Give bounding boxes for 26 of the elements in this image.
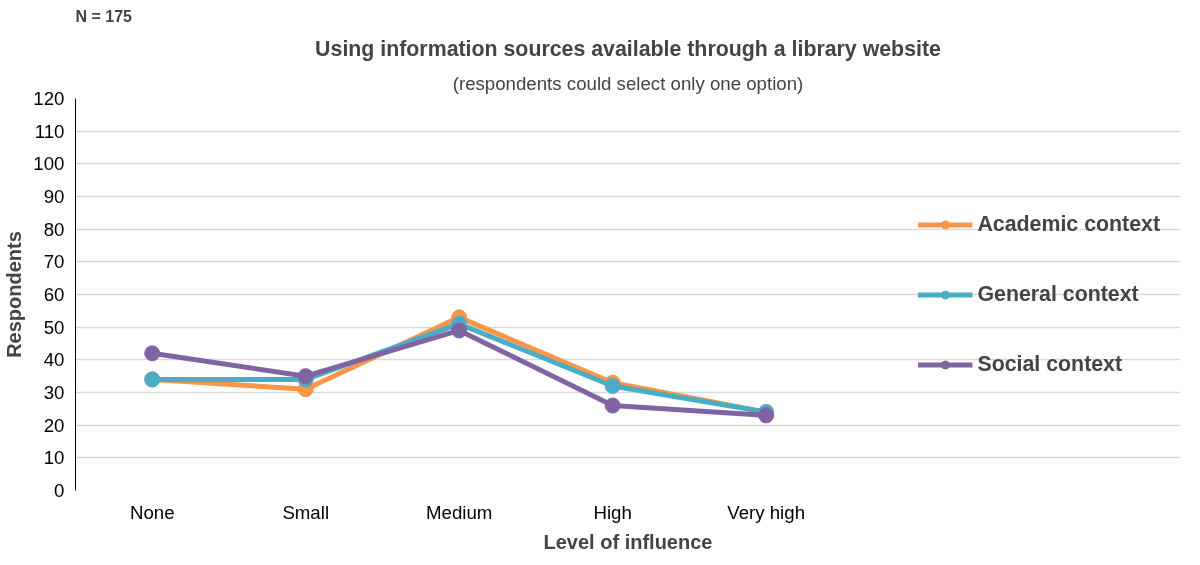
y-tick-label: 70 bbox=[43, 251, 65, 273]
y-tick-label: 110 bbox=[34, 120, 65, 142]
y-tick-label: 40 bbox=[43, 349, 65, 371]
chart-title: Using information sources available through a library website bbox=[315, 36, 942, 61]
legend-label: General context bbox=[977, 281, 1139, 307]
x-axis-title: Level of influence bbox=[543, 530, 713, 553]
x-tick-label: Very high bbox=[727, 501, 806, 523]
y-axis-title: Respondents bbox=[3, 231, 26, 358]
y-tick-label: 100 bbox=[33, 153, 65, 175]
legend-label: Social context bbox=[977, 351, 1123, 377]
y-tick-label: 90 bbox=[43, 186, 65, 207]
y-tick-label: 10 bbox=[43, 447, 65, 469]
y-tick-label: 0 bbox=[54, 480, 65, 501]
x-tick-label: Small bbox=[282, 501, 330, 523]
y-tick-label: 80 bbox=[43, 218, 65, 240]
x-tick-label: Medium bbox=[426, 501, 493, 523]
x-tick-label: High bbox=[593, 501, 632, 523]
y-tick-label: 50 bbox=[43, 316, 65, 338]
text: N = 175 bbox=[75, 7, 133, 25]
y-tick-label: 60 bbox=[43, 284, 65, 305]
chart-subtitle: (respondents could select only one option) bbox=[452, 72, 804, 94]
x-tick-label: None bbox=[129, 501, 175, 523]
y-tick-label: 30 bbox=[43, 382, 65, 403]
legend-label: Academic context bbox=[977, 211, 1160, 237]
y-tick-label: 120 bbox=[33, 88, 65, 109]
y-tick-label: 20 bbox=[43, 414, 65, 436]
